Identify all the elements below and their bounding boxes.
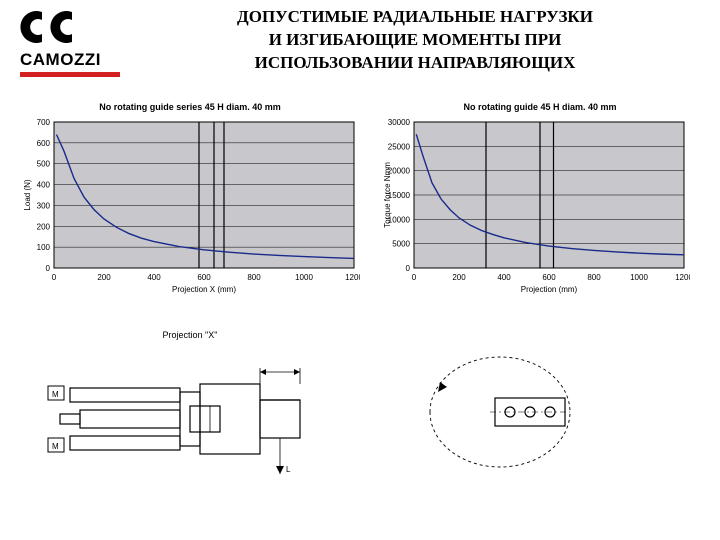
svg-text:Projection (mm): Projection (mm) <box>521 285 578 294</box>
projection-label: Projection "X" <box>40 330 340 340</box>
svg-text:600: 600 <box>37 139 51 148</box>
logo: CAMOZZI <box>20 8 120 77</box>
m-label: M <box>52 390 59 399</box>
svg-text:Torque force Nmm: Torque force Nmm <box>383 162 392 228</box>
title-line: ИСПОЛЬЗОВАНИИ НАПРАВЛЯЮЩИХ <box>140 52 690 75</box>
projection-diagram: Projection "X" M M <box>40 330 340 499</box>
title-line: И ИЗГИБАЮЩИЕ МОМЕНТЫ ПРИ <box>140 29 690 52</box>
svg-text:0: 0 <box>46 264 51 273</box>
page-title: ДОПУСТИМЫЕ РАДИАЛЬНЫЕ НАГРУЗКИ И ИЗГИБАЮ… <box>140 6 690 75</box>
svg-text:1200: 1200 <box>345 273 360 282</box>
svg-text:0: 0 <box>406 264 411 273</box>
svg-text:600: 600 <box>197 273 211 282</box>
svg-text:1000: 1000 <box>630 273 648 282</box>
svg-text:400: 400 <box>497 273 511 282</box>
svg-text:200: 200 <box>37 222 51 231</box>
m-label: M <box>52 442 59 451</box>
svg-text:300: 300 <box>37 201 51 210</box>
svg-text:5000: 5000 <box>392 240 410 249</box>
diagrams-row: Projection "X" M M <box>40 330 680 499</box>
cylinder-diagram: M M L <box>40 344 340 494</box>
svg-text:200: 200 <box>452 273 466 282</box>
chart-torque: No rotating guide 45 H diam. 40 mm 0 5000… <box>380 102 700 296</box>
svg-text:1000: 1000 <box>295 273 313 282</box>
svg-text:100: 100 <box>37 243 51 252</box>
rotation-svg <box>400 342 600 482</box>
svg-text:Load (N): Load (N) <box>23 179 32 210</box>
svg-text:400: 400 <box>147 273 161 282</box>
chart-title: No rotating guide series 45 H diam. 40 m… <box>20 102 360 112</box>
svg-text:30000: 30000 <box>388 118 411 127</box>
chart-load: No rotating guide series 45 H diam. 40 m… <box>20 102 360 296</box>
svg-text:25000: 25000 <box>388 142 411 151</box>
chart-title: No rotating guide 45 H diam. 40 mm <box>380 102 700 112</box>
svg-text:0: 0 <box>412 273 417 282</box>
svg-text:200: 200 <box>97 273 111 282</box>
svg-text:400: 400 <box>37 181 51 190</box>
charts-row: No rotating guide series 45 H diam. 40 m… <box>20 102 700 296</box>
chart-load-svg: 0 100 200 300 400 500 600 700 0 200 400 600 800 1000 1… <box>20 116 360 296</box>
logo-text: CAMOZZI <box>20 50 120 70</box>
svg-text:1200: 1200 <box>675 273 690 282</box>
chart-torque-svg: 0500010000150002000025000300000200400600… <box>380 116 690 296</box>
svg-text:0: 0 <box>52 273 57 282</box>
title-line: ДОПУСТИМЫЕ РАДИАЛЬНЫЕ НАГРУЗКИ <box>140 6 690 29</box>
svg-text:600: 600 <box>542 273 556 282</box>
svg-text:700: 700 <box>37 118 51 127</box>
svg-text:800: 800 <box>247 273 261 282</box>
logo-mark <box>20 8 120 48</box>
svg-text:500: 500 <box>37 160 51 169</box>
svg-text:800: 800 <box>587 273 601 282</box>
svg-text:Projection X (mm): Projection X (mm) <box>172 285 236 294</box>
l-label: L <box>286 465 291 474</box>
rotation-diagram <box>400 342 600 487</box>
logo-underline <box>20 72 120 77</box>
